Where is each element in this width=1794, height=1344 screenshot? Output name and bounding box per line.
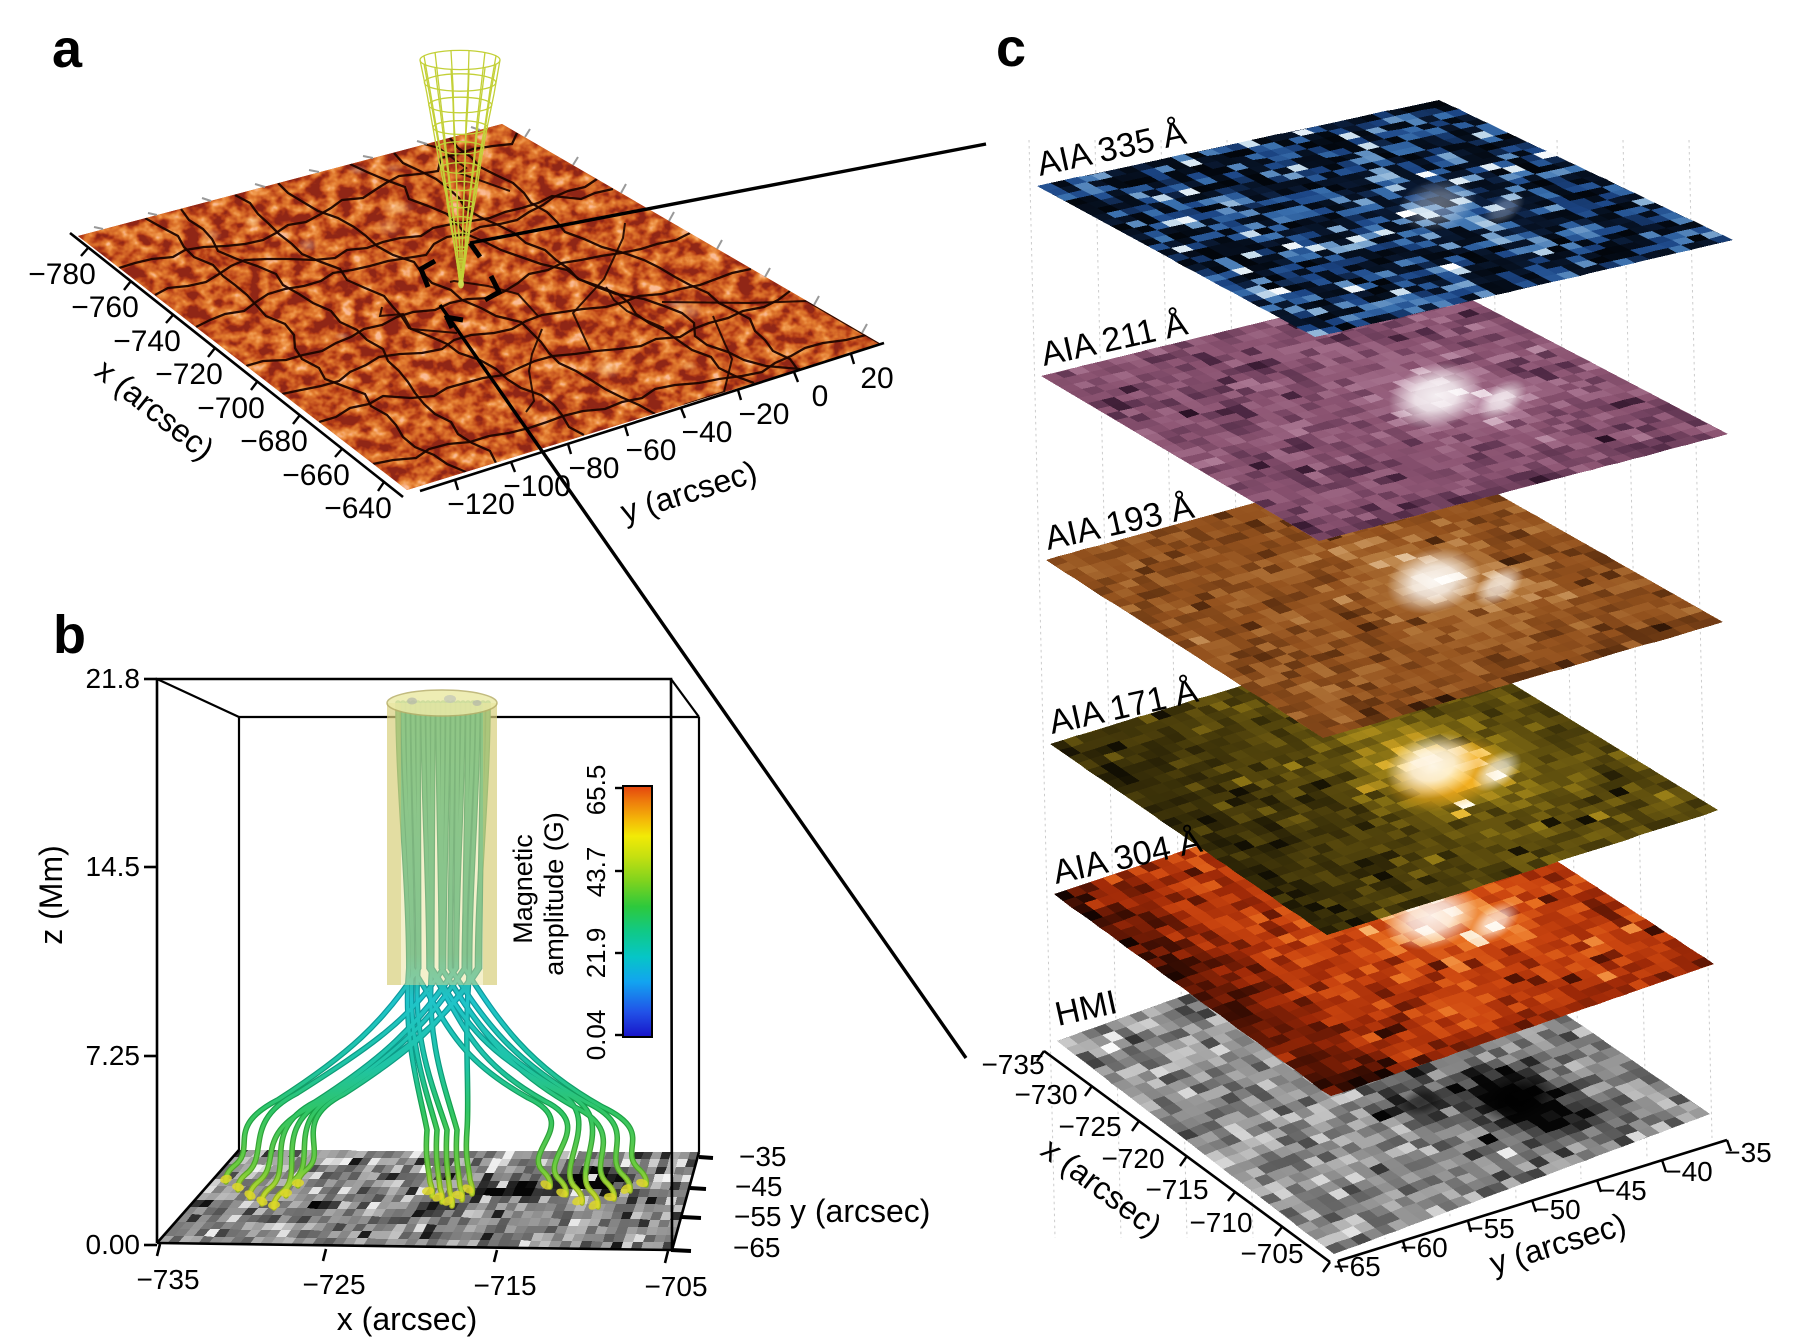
svg-text:0.00: 0.00 xyxy=(86,1229,141,1260)
svg-text:−120: −120 xyxy=(447,488,515,521)
svg-text:−40: −40 xyxy=(1665,1156,1713,1187)
svg-text:−20: −20 xyxy=(739,398,790,431)
svg-text:−60: −60 xyxy=(1400,1232,1448,1263)
svg-text:65.5: 65.5 xyxy=(581,765,611,816)
svg-text:−35: −35 xyxy=(1724,1137,1772,1168)
svg-text:−65: −65 xyxy=(1333,1251,1381,1282)
svg-text:c: c xyxy=(996,18,1026,78)
svg-text:43.7: 43.7 xyxy=(581,847,611,898)
svg-text:y (arcsec): y (arcsec) xyxy=(790,1193,930,1229)
svg-text:0: 0 xyxy=(812,380,829,413)
svg-text:−760: −760 xyxy=(71,291,139,324)
svg-text:−730: −730 xyxy=(1014,1079,1077,1110)
svg-text:−45: −45 xyxy=(1599,1175,1647,1206)
svg-text:−640: −640 xyxy=(324,492,392,525)
svg-text:−780: −780 xyxy=(28,258,96,291)
svg-text:−715: −715 xyxy=(1145,1174,1208,1205)
svg-text:−680: −680 xyxy=(240,425,308,458)
svg-text:−65: −65 xyxy=(733,1232,781,1263)
svg-text:−55: −55 xyxy=(1467,1213,1515,1244)
svg-text:−725: −725 xyxy=(1058,1111,1121,1142)
svg-text:−725: −725 xyxy=(302,1269,365,1300)
svg-text:−720: −720 xyxy=(1101,1143,1164,1174)
svg-text:−45: −45 xyxy=(735,1171,783,1202)
svg-text:amplitude (G): amplitude (G) xyxy=(539,812,569,976)
svg-text:21.8: 21.8 xyxy=(86,663,141,694)
svg-text:7.25: 7.25 xyxy=(86,1040,141,1071)
svg-text:−705: −705 xyxy=(644,1271,707,1302)
svg-text:21.9: 21.9 xyxy=(581,928,611,979)
svg-text:−55: −55 xyxy=(734,1201,782,1232)
svg-text:Magnetic: Magnetic xyxy=(508,834,538,944)
svg-text:−715: −715 xyxy=(473,1270,536,1301)
svg-text:−700: −700 xyxy=(197,392,265,425)
svg-text:−60: −60 xyxy=(626,434,677,467)
svg-text:20: 20 xyxy=(860,362,893,395)
svg-text:−40: −40 xyxy=(682,416,733,449)
svg-text:x (arcsec): x (arcsec) xyxy=(337,1301,477,1337)
svg-text:−720: −720 xyxy=(155,358,223,391)
svg-text:−735: −735 xyxy=(981,1049,1044,1080)
svg-text:−740: −740 xyxy=(113,325,181,358)
svg-text:a: a xyxy=(52,19,83,79)
svg-text:0.04: 0.04 xyxy=(581,1010,611,1061)
svg-text:b: b xyxy=(53,605,86,665)
svg-text:z (Mm): z (Mm) xyxy=(33,845,69,945)
svg-text:−660: −660 xyxy=(282,459,350,492)
svg-text:−50: −50 xyxy=(1533,1194,1581,1225)
svg-text:−35: −35 xyxy=(739,1141,787,1172)
svg-text:14.5: 14.5 xyxy=(86,851,141,882)
svg-text:−710: −710 xyxy=(1189,1207,1252,1238)
svg-text:−80: −80 xyxy=(569,452,620,485)
svg-text:−735: −735 xyxy=(136,1264,199,1295)
svg-text:−705: −705 xyxy=(1240,1238,1303,1269)
